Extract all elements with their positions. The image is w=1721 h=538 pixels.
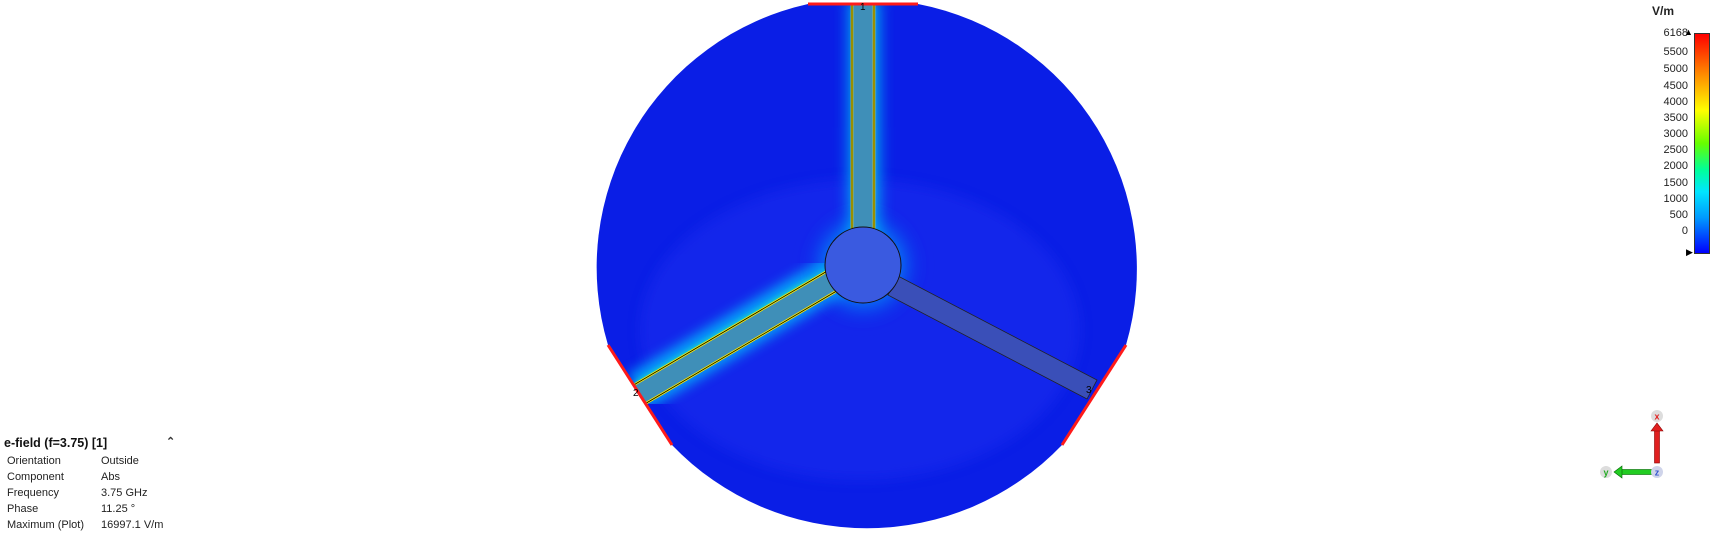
y-axis-bubble [1600, 466, 1612, 478]
info-row: Maximum (Plot) 16997.1 V/m [4, 517, 204, 533]
info-key: Frequency [7, 487, 59, 499]
plot-info-title: e-field (f=3.75) [1] [4, 436, 108, 450]
legend-tick-label: 2000 [1663, 160, 1688, 172]
x-axis-arrow [1654, 427, 1660, 464]
feed-line-top [850, 4, 876, 230]
legend-tick-label: 3000 [1663, 128, 1688, 140]
legend-tick-label: 6168 [1663, 27, 1688, 39]
legend-unit: V/m [1652, 4, 1675, 18]
port-label-right: 3 [1086, 385, 1092, 396]
info-row: Orientation Outside [4, 453, 204, 469]
info-row: Component Abs [4, 469, 204, 485]
feed-line-left [631, 268, 841, 407]
legend-tick-label: 0 [1681, 225, 1688, 237]
legend-tick-label: 1000 [1663, 193, 1688, 205]
info-value: Outside [101, 455, 139, 467]
info-value: Abs [101, 471, 120, 483]
legend-max-marker-icon[interactable]: ▲ [1684, 27, 1693, 37]
z-axis-bubble [1651, 466, 1663, 478]
port-label-top: 1 [860, 2, 866, 13]
port-edge-left [606, 344, 674, 446]
info-key: Component [7, 471, 64, 483]
info-row: Phase 11.25 ° [4, 501, 204, 517]
legend-tick-label: 5500 [1663, 46, 1688, 58]
info-value: 3.75 GHz [101, 487, 148, 499]
info-key: Orientation [7, 455, 61, 467]
substrate-disk [596, 4, 1137, 529]
legend-min-marker-icon[interactable]: ▶ [1686, 247, 1693, 257]
legend-tick-label: 5000 [1663, 63, 1688, 75]
collapse-icon[interactable]: ⌃ [166, 436, 176, 448]
y-axis-label: y [1603, 468, 1608, 478]
info-value: 16997.1 V/m [101, 519, 164, 531]
legend-tick-label: 1500 [1663, 177, 1688, 189]
port-label-left: 2 [633, 388, 639, 399]
legend-color-bar[interactable] [1694, 33, 1710, 254]
plot-info-panel: e-field (f=3.75) [1] ⌃ Orientation Outsid… [4, 436, 204, 533]
z-axis-label: z [1655, 468, 1660, 478]
axes-triad: x y z [1600, 410, 1664, 479]
y-axis-arrow [1618, 469, 1654, 475]
legend-tick-label: 500 [1669, 209, 1688, 221]
info-row: Frequency 3.75 GHz [4, 485, 204, 501]
info-value: 11.25 ° [101, 503, 136, 515]
port-edge-right [1060, 344, 1128, 446]
legend-tick-label: 4500 [1663, 80, 1688, 92]
center-patch [824, 226, 902, 304]
info-key: Maximum (Plot) [7, 519, 85, 531]
legend-tick-label: 2500 [1663, 144, 1688, 156]
x-axis-label: x [1654, 412, 1659, 422]
legend-tick-label: 4000 [1663, 96, 1688, 108]
info-key: Phase [7, 503, 39, 515]
x-axis-bubble [1651, 410, 1663, 422]
legend-tick-label: 3500 [1663, 112, 1688, 124]
